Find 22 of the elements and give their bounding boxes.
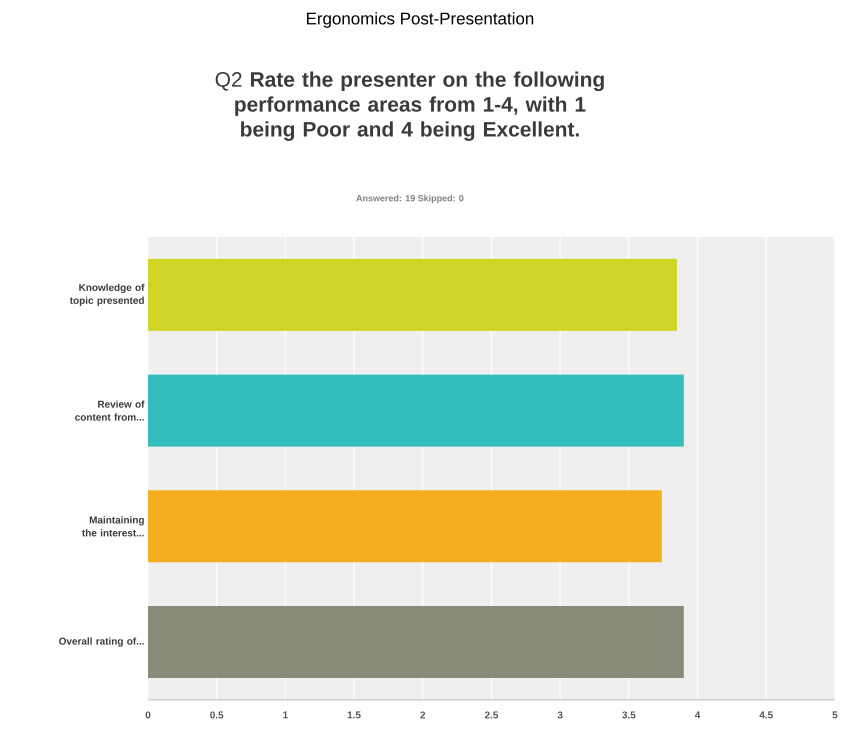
x-tick-label: 2 [420,711,426,718]
chart-subtitle: Q2 Rate the presenter on the following performance areas from 1-4, with 1 being Poor and 4 being Excellent. [216,72,604,141]
x-tick-label: 3.5 [622,711,636,719]
y-tick-label: Review of content from... [75,400,144,421]
x-tick-label: 0 [146,711,150,719]
y-tick-label: Overall rating of... [59,637,144,647]
x-tick-label: 1 [283,711,288,718]
x-tick-label: 4 [694,711,700,718]
text: Answered: 19 Skipped: 0 [356,194,464,204]
x-tick-label: 3 [558,711,563,719]
bar [148,374,684,447]
bar [148,490,662,562]
x-tick-label: 5 [832,711,838,718]
chart-title: Ergonomics Post-Presentation [306,12,534,28]
x-tick-label: 1.5 [348,711,361,718]
y-tick-label: Knowledge of topic presented [70,284,144,306]
x-tick-label: 4.5 [759,711,773,718]
bar [148,258,677,331]
x-tick-label: 0.5 [210,711,224,719]
bar [148,606,684,678]
y-tick-label: Maintaining the interest... [82,516,144,536]
x-tick-label: 2.5 [484,711,498,719]
